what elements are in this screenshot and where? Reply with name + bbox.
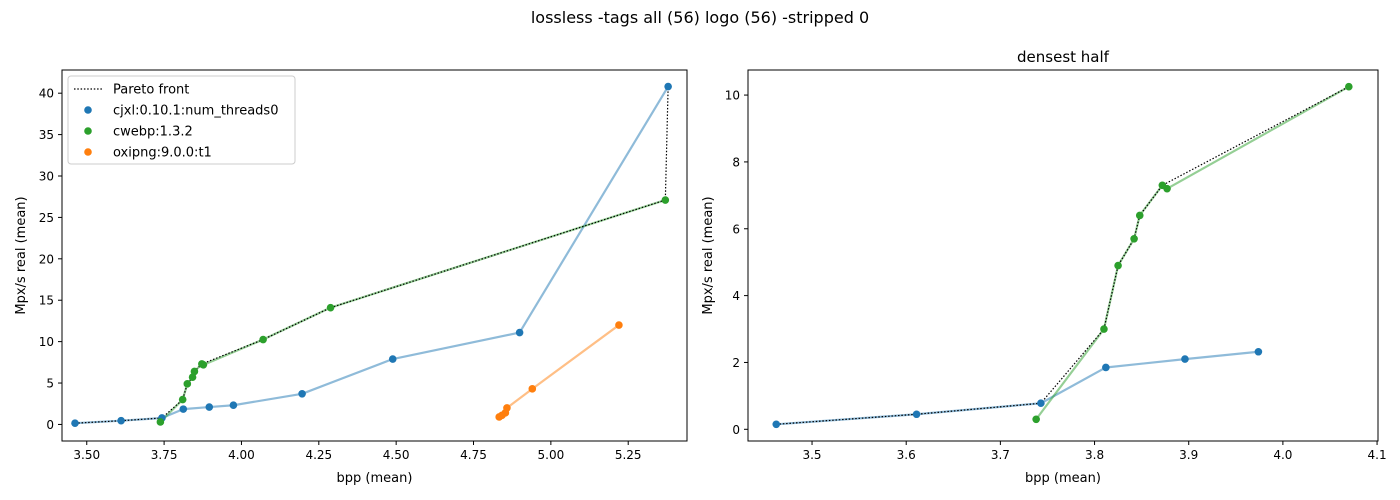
legend-box <box>67 75 296 165</box>
data-point-cwebp <box>178 395 187 404</box>
x-axis-label: bpp (mean) <box>1025 471 1101 486</box>
data-point-cwebp <box>199 361 208 369</box>
legend-label-cwebp: cwebp:1.3.2 <box>113 125 193 140</box>
series-line-cwebp <box>1035 85 1350 420</box>
plot-frame <box>747 69 1379 442</box>
data-point-oxipng <box>503 404 511 412</box>
pareto-front-line <box>776 86 1350 425</box>
series-line-cwebp <box>159 198 666 423</box>
y-tick-label: 5 <box>46 377 54 391</box>
x-tick-label: 3.75 <box>151 448 178 462</box>
series-line-cjxl <box>776 350 1259 426</box>
data-point-cwebp <box>1100 325 1108 333</box>
series-line-oxipng <box>498 324 620 418</box>
data-point-cjxl <box>772 420 781 429</box>
x-tick-label: 3.9 <box>1179 448 1198 462</box>
x-tick-label: 4.25 <box>305 448 332 462</box>
y-tick-label: 8 <box>732 155 740 169</box>
data-point-cjxl <box>912 410 921 419</box>
x-tick-label: 5.00 <box>538 448 565 462</box>
y-tick-label: 30 <box>39 170 54 184</box>
data-point-cjxl <box>117 416 125 425</box>
data-point-cjxl <box>229 401 238 410</box>
data-point-cjxl <box>298 390 306 398</box>
x-tick-label: 4.1 <box>1368 448 1387 462</box>
data-point-cjxl <box>1102 363 1110 372</box>
data-point-oxipng <box>615 321 623 329</box>
y-tick-label: 2 <box>732 356 740 370</box>
x-tick-label: 4.00 <box>228 448 255 462</box>
data-point-cwebp <box>1135 211 1144 220</box>
x-tick-label: 3.50 <box>73 448 100 462</box>
plot-frame <box>61 69 688 442</box>
data-point-cjxl <box>1181 355 1189 363</box>
x-tick-label: 4.0 <box>1273 448 1292 462</box>
y-tick-label: 6 <box>732 222 740 236</box>
data-point-cjxl <box>664 82 672 91</box>
data-point-cjxl <box>1254 347 1263 356</box>
data-point-cjxl <box>515 328 524 337</box>
data-point-cwebp <box>190 367 199 376</box>
y-tick-label: 0 <box>732 423 740 437</box>
x-tick-label: 3.5 <box>802 448 821 462</box>
y-tick-label: 40 <box>39 87 54 101</box>
legend-label-cjxl: cjxl:0.10.1:num_threads0 <box>113 104 278 119</box>
x-tick-label: 3.8 <box>1085 448 1104 462</box>
y-axis-label: Mpx/s real (mean) <box>14 196 29 314</box>
data-point-cwebp <box>156 418 165 426</box>
x-tick-label: 4.50 <box>383 448 410 462</box>
legend-swatch-cwebp <box>84 127 92 135</box>
chart-panel-right: 3.5 3.6 3.7 3.8 3.9 4.0 4.1 0 2 4 6 8 10 densest hal… <box>701 48 1387 486</box>
figure-title: lossless -tags all (56) logo (56) -strip… <box>530 8 870 27</box>
y-tick-label: 25 <box>39 211 54 225</box>
data-point-cwebp <box>1130 234 1138 243</box>
chart-panel-left: 3.50 3.75 4.00 4.25 4.50 4.75 5.00 5.25 0 5 10 15 20… <box>14 69 688 486</box>
data-point-oxipng <box>528 385 537 393</box>
data-point-cwebp <box>661 196 670 204</box>
data-point-cjxl <box>179 405 188 413</box>
y-tick-label: 10 <box>725 89 740 103</box>
chart-title: densest half <box>1017 48 1110 66</box>
data-point-cwebp <box>259 335 267 344</box>
data-point-cjxl <box>71 419 79 428</box>
data-point-cwebp <box>326 303 335 312</box>
y-tick-label: 35 <box>39 128 54 142</box>
data-point-cwebp <box>183 380 192 388</box>
x-tick-label: 5.25 <box>615 448 642 462</box>
legend-label-pareto: Pareto front <box>113 83 189 98</box>
y-tick-label: 15 <box>39 294 54 308</box>
data-point-cjxl <box>388 355 397 363</box>
legend: Pareto front cjxl:0.10.1:num_threads0 cw… <box>67 75 296 165</box>
y-tick-label: 20 <box>39 252 54 266</box>
x-tick-label: 3.7 <box>991 448 1010 462</box>
data-point-cjxl <box>205 403 214 411</box>
y-tick-label: 0 <box>46 418 54 432</box>
x-tick-label: 3.6 <box>897 448 916 462</box>
data-point-cwebp <box>1163 184 1171 193</box>
legend-swatch-cjxl <box>84 106 92 114</box>
data-point-cwebp <box>1114 261 1122 270</box>
legend-label-oxipng: oxipng:9.0.0:t1 <box>113 146 212 161</box>
y-tick-label: 4 <box>732 289 740 303</box>
data-point-cjxl <box>1037 399 1045 408</box>
y-tick-label: 10 <box>39 335 54 349</box>
y-axis-label: Mpx/s real (mean) <box>701 196 716 314</box>
data-point-cwebp <box>1345 82 1353 91</box>
x-tick-label: 4.75 <box>460 448 487 462</box>
x-axis-label: bpp (mean) <box>337 471 413 486</box>
data-point-cwebp <box>1032 415 1040 424</box>
data-point-cwebp <box>188 373 197 382</box>
legend-swatch-oxipng <box>84 148 92 156</box>
